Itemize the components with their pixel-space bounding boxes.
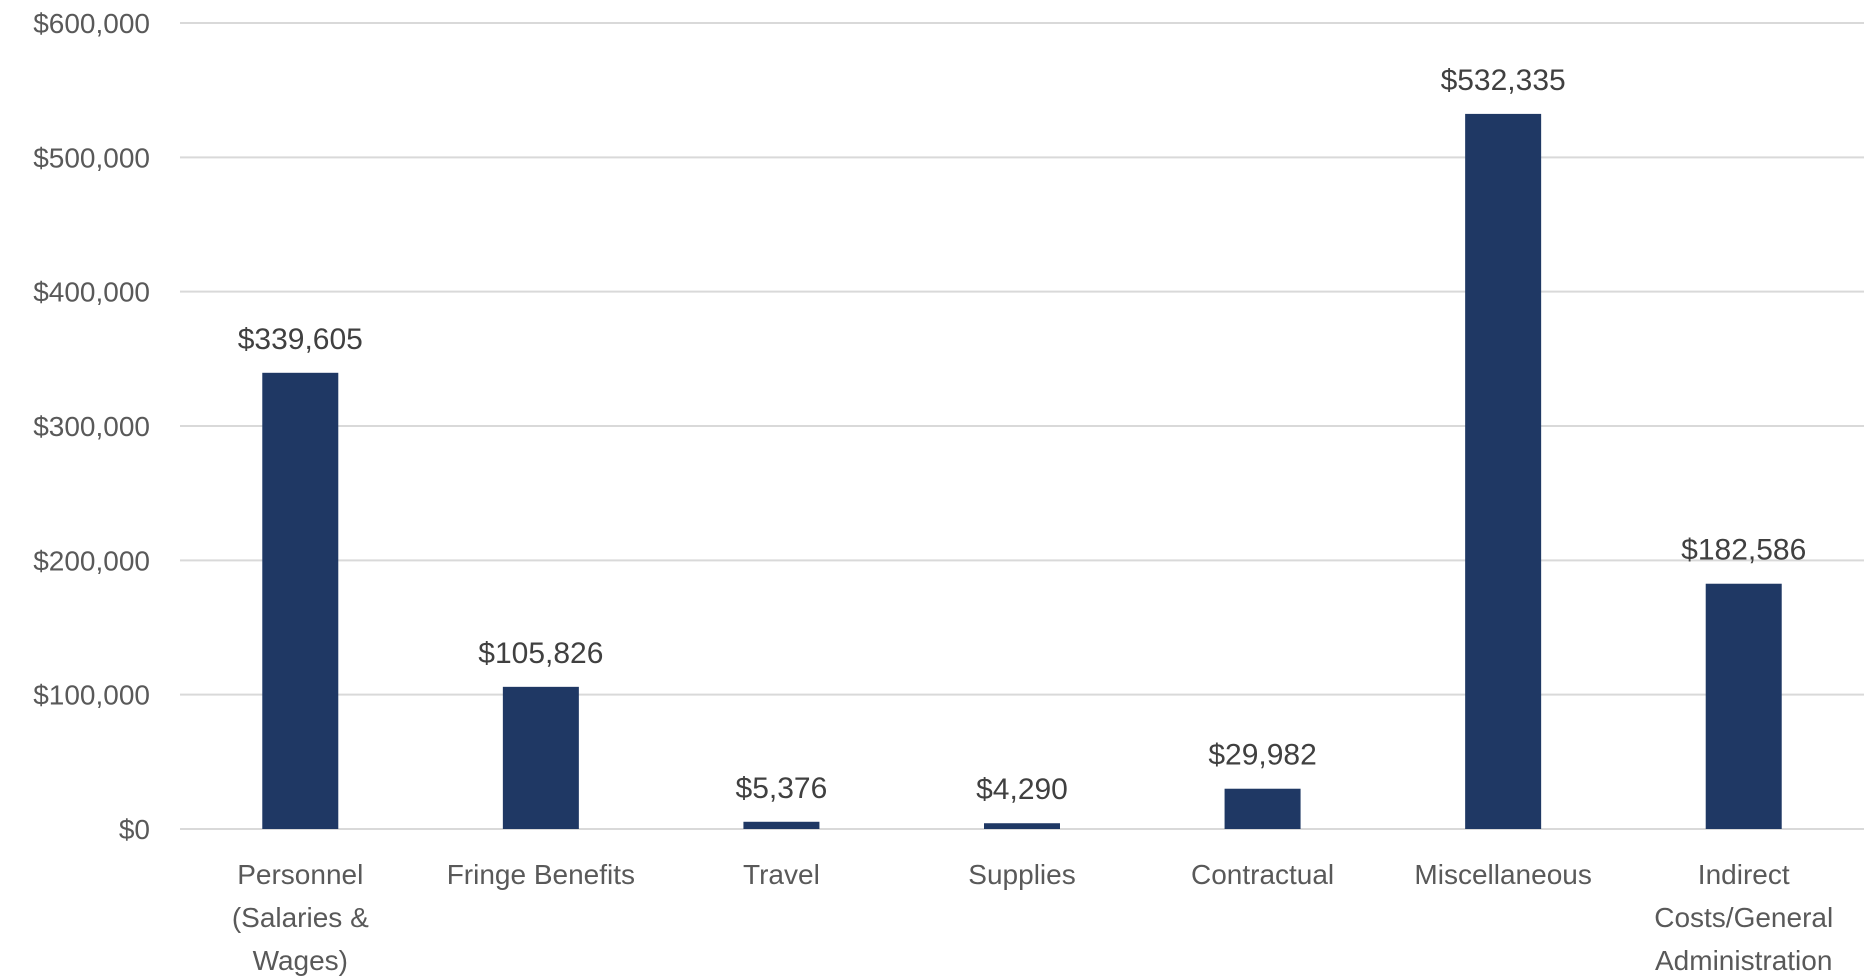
data-label: $29,982 bbox=[1208, 739, 1316, 772]
category-label: Fringe Benefits bbox=[447, 859, 635, 890]
gridlines bbox=[180, 22, 1864, 830]
bar bbox=[262, 372, 339, 829]
y-tick-label: $400,000 bbox=[33, 277, 150, 308]
data-label: $339,605 bbox=[238, 323, 363, 356]
bar bbox=[1224, 788, 1301, 829]
data-label: $105,826 bbox=[478, 637, 603, 670]
data-label: $532,335 bbox=[1441, 64, 1566, 97]
category-label: Indirect Costs/General Administration bbox=[1654, 859, 1833, 976]
category-label: Contractual bbox=[1191, 859, 1334, 890]
y-tick-label: $600,000 bbox=[33, 8, 150, 39]
bar bbox=[743, 821, 820, 829]
category-label-line: Fringe Benefits bbox=[447, 859, 635, 890]
category-label-line: Travel bbox=[743, 859, 820, 890]
category-label: Personnel (Salaries & Wages) bbox=[232, 859, 369, 976]
data-label: $4,290 bbox=[976, 773, 1068, 806]
category-label: Supplies bbox=[968, 859, 1075, 890]
data-labels: $339,605 $105,826 $5,376 $4,290 $29,982 $532,… bbox=[238, 64, 1807, 806]
bar bbox=[984, 823, 1060, 829]
y-tick-label: $500,000 bbox=[33, 142, 150, 173]
bars bbox=[262, 113, 1782, 829]
x-axis-categories: Personnel (Salaries & Wages) Fringe Benefit… bbox=[232, 859, 1833, 976]
data-label: $182,586 bbox=[1681, 534, 1806, 567]
category-label-line: Personnel bbox=[237, 859, 363, 890]
category-label: Travel bbox=[743, 859, 820, 890]
y-axis-ticks: $0 $100,000 $200,000 $300,000 $400,000 $500,0… bbox=[33, 8, 150, 845]
category-label-line: Supplies bbox=[968, 859, 1075, 890]
category-label-line: (Salaries & bbox=[232, 902, 369, 933]
category-label-line: Wages) bbox=[253, 945, 348, 976]
y-tick-label: $300,000 bbox=[33, 411, 150, 442]
category-label: Miscellaneous bbox=[1414, 859, 1591, 890]
category-label-line: Costs/General bbox=[1654, 902, 1833, 933]
y-tick-label: $0 bbox=[119, 814, 150, 845]
category-label-line: Administration bbox=[1655, 945, 1832, 976]
category-label-line: Contractual bbox=[1191, 859, 1334, 890]
data-label: $5,376 bbox=[736, 772, 828, 805]
category-label-line: Miscellaneous bbox=[1414, 859, 1591, 890]
bar bbox=[1705, 583, 1782, 829]
category-label-line: Indirect bbox=[1698, 859, 1790, 890]
bar bbox=[502, 686, 579, 829]
y-tick-label: $100,000 bbox=[33, 680, 150, 711]
y-tick-label: $200,000 bbox=[33, 545, 150, 576]
bar bbox=[1465, 113, 1542, 829]
